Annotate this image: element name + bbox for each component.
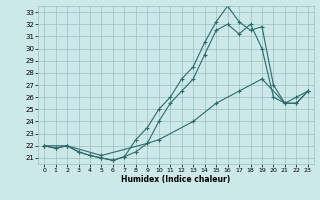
X-axis label: Humidex (Indice chaleur): Humidex (Indice chaleur) [121, 175, 231, 184]
